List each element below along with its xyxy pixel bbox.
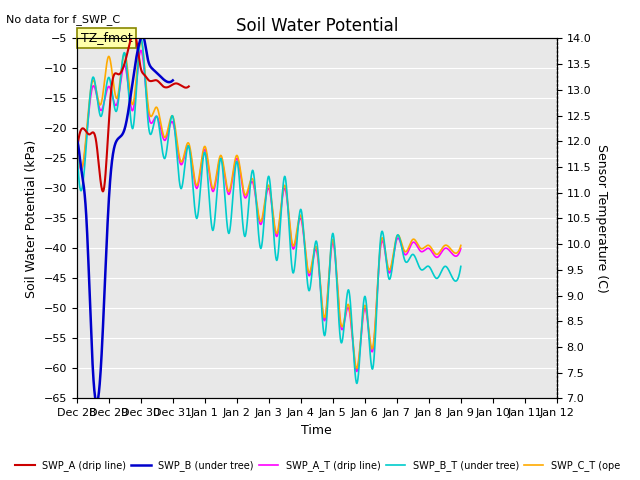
Y-axis label: Soil Water Potential (kPa): Soil Water Potential (kPa) (25, 139, 38, 298)
X-axis label: Time: Time (301, 424, 332, 437)
Text: No data for f_SWP_C: No data for f_SWP_C (6, 14, 120, 25)
Legend: SWP_A (drip line), SWP_B (under tree), SWP_A_T (drip line), SWP_B_T (under tree): SWP_A (drip line), SWP_B (under tree), S… (12, 456, 625, 475)
Y-axis label: Sensor Temperature (C): Sensor Temperature (C) (595, 144, 608, 293)
Text: TZ_fmet: TZ_fmet (81, 31, 132, 44)
Title: Soil Water Potential: Soil Water Potential (236, 17, 398, 36)
